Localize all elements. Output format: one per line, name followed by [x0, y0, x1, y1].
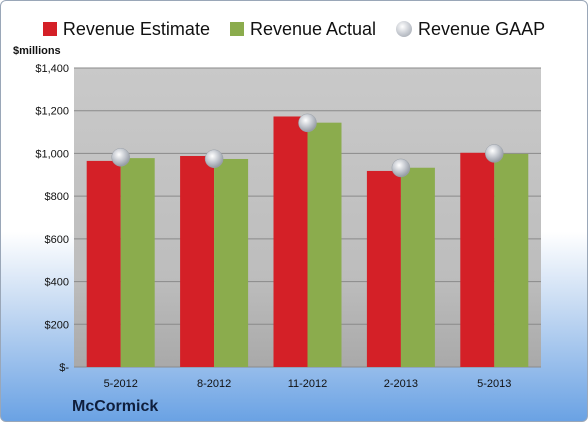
- y-tick-label: $400: [45, 277, 69, 289]
- x-tick-label: 5-2012: [104, 378, 138, 390]
- bar-revenue-estimate: [180, 155, 215, 367]
- y-tick-label: $600: [45, 234, 69, 246]
- legend-item-revenue-actual: Revenue Actual: [229, 18, 377, 40]
- bar-revenue-estimate: [273, 116, 308, 367]
- legend-item-revenue-estimate: Revenue Estimate: [42, 18, 210, 40]
- y-tick-label: $-: [59, 362, 69, 374]
- marker-revenue-gaap: [111, 148, 130, 167]
- y-tick-label: $1,200: [35, 106, 69, 118]
- y-axis-unit-label: $millions: [13, 45, 61, 57]
- legend: Revenue Estimate Revenue Actual Revenue …: [1, 17, 587, 41]
- x-tick-label: 2-2013: [384, 378, 418, 390]
- legend-label-revenue-gaap: Revenue GAAP: [418, 18, 546, 39]
- bar-revenue-actual: [120, 158, 155, 367]
- y-tick-label: $1,000: [35, 148, 69, 160]
- gaap-markers-group: [111, 113, 504, 178]
- y-tick-label: $1,400: [35, 63, 69, 75]
- legend-swatch-revenue-estimate: [42, 22, 57, 36]
- legend-label-revenue-actual: Revenue Actual: [249, 18, 377, 39]
- legend-swatch-revenue-actual: [229, 22, 244, 36]
- marker-revenue-gaap: [485, 144, 504, 163]
- marker-revenue-gaap: [204, 149, 224, 169]
- bar-revenue-actual: [307, 122, 342, 367]
- legend-marker-revenue-gaap: [396, 21, 413, 37]
- bar-revenue-estimate: [366, 170, 401, 367]
- bar-revenue-estimate: [460, 152, 495, 367]
- bar-revenue-estimate: [86, 160, 121, 367]
- y-tick-label: $200: [45, 319, 69, 331]
- legend-label-revenue-estimate: Revenue Estimate: [62, 18, 210, 39]
- bar-revenue-actual: [400, 167, 435, 367]
- bar-revenue-actual: [494, 153, 529, 367]
- y-tick-label: $800: [45, 191, 69, 203]
- bars-group: [86, 116, 529, 367]
- marker-revenue-gaap: [391, 158, 411, 178]
- legend-item-revenue-gaap: Revenue GAAP: [396, 19, 545, 40]
- marker-revenue-gaap: [298, 113, 317, 133]
- bar-revenue-actual: [214, 158, 249, 367]
- x-tick-labels: 5-2012 8-2012 11-2012 2-2013 5-2013: [104, 378, 512, 390]
- x-tick-label: 5-2013: [477, 378, 511, 390]
- y-tick-labels: $- $200 $400 $600 $800 $1,000 $1,200 $1,400: [35, 63, 69, 374]
- x-tick-label: 8-2012: [197, 378, 231, 390]
- company-name: McCormick: [72, 398, 159, 415]
- x-tick-label: 11-2012: [288, 378, 328, 390]
